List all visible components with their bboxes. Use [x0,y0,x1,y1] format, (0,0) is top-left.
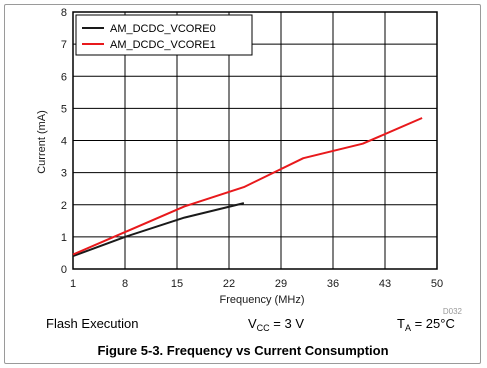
figure-id: D032 [443,307,463,316]
legend-label-vcore1: AM_DCDC_VCORE1 [110,39,216,51]
legend: AM_DCDC_VCORE0 AM_DCDC_VCORE1 [75,14,253,56]
x-tick-label: 36 [327,278,339,290]
y-tick-label: 6 [61,71,67,83]
x-tick-label: 8 [122,278,128,290]
y-tick-label: 4 [61,136,67,148]
plot-area [72,11,438,270]
x-tick-label: 50 [431,278,443,290]
condition-flash-execution: Flash Execution [46,316,139,331]
x-tick-label: 43 [379,278,391,290]
x-tick-label: 22 [223,278,235,290]
y-axis-ticks: 0 1 2 3 4 5 6 7 8 [61,7,67,276]
y-tick-label: 7 [61,39,67,51]
y-tick-label: 8 [61,7,67,19]
legend-label-vcore0: AM_DCDC_VCORE0 [110,23,216,35]
vcc-rest: = 3 V [270,316,305,331]
series-line-am-dcdc-vcore1 [72,117,423,256]
condition-ta: TA = 25°C [397,316,455,333]
series-line-am-dcdc-vcore0 [72,202,245,258]
figure-caption: Figure 5-3. Frequency vs Current Consump… [97,343,388,358]
y-tick-label: 0 [61,264,67,276]
y-tick-label: 2 [61,200,67,212]
y-tick-label: 1 [61,232,67,244]
legend-box [75,14,253,56]
ta-rest: = 25°C [411,316,455,331]
y-tick-label: 3 [61,168,67,180]
vcc-main: V [248,316,257,331]
x-axis-ticks: 1 8 15 22 29 36 43 50 [70,278,443,290]
x-axis-label: Frequency (MHz) [220,294,305,306]
ta-main: T [397,316,405,331]
y-axis-label: Current (mA) [36,110,48,174]
ta-sub: A [405,323,411,333]
series-layer [72,117,423,258]
x-tick-label: 1 [70,278,76,290]
y-tick-label: 5 [61,103,67,115]
vcc-sub: CC [257,323,270,333]
x-tick-label: 29 [275,278,287,290]
figure-frame [4,4,481,364]
condition-vcc: VCC = 3 V [248,316,304,333]
x-tick-label: 15 [171,278,183,290]
